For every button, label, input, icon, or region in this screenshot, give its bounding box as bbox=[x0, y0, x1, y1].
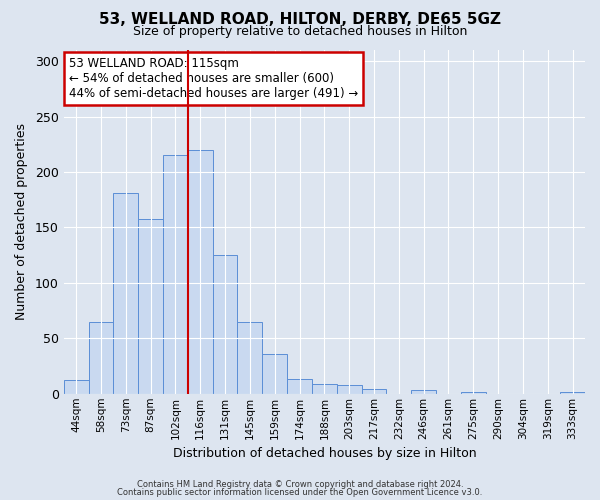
Bar bbox=[262, 354, 287, 394]
Bar bbox=[212, 255, 238, 394]
Bar bbox=[337, 385, 362, 394]
Bar bbox=[238, 322, 262, 394]
Text: Contains public sector information licensed under the Open Government Licence v3: Contains public sector information licen… bbox=[118, 488, 482, 497]
Bar bbox=[411, 390, 436, 394]
Bar bbox=[89, 322, 113, 394]
Bar bbox=[362, 390, 386, 394]
Text: 53 WELLAND ROAD: 115sqm
← 54% of detached houses are smaller (600)
44% of semi-d: 53 WELLAND ROAD: 115sqm ← 54% of detache… bbox=[69, 57, 358, 100]
Bar bbox=[138, 218, 163, 394]
Text: Contains HM Land Registry data © Crown copyright and database right 2024.: Contains HM Land Registry data © Crown c… bbox=[137, 480, 463, 489]
Bar bbox=[461, 392, 486, 394]
Y-axis label: Number of detached properties: Number of detached properties bbox=[15, 124, 28, 320]
Bar bbox=[312, 384, 337, 394]
Bar bbox=[188, 150, 212, 394]
Bar bbox=[64, 380, 89, 394]
Bar bbox=[163, 156, 188, 394]
Bar bbox=[113, 193, 138, 394]
Bar bbox=[560, 392, 585, 394]
X-axis label: Distribution of detached houses by size in Hilton: Distribution of detached houses by size … bbox=[173, 447, 476, 460]
Bar bbox=[287, 380, 312, 394]
Text: Size of property relative to detached houses in Hilton: Size of property relative to detached ho… bbox=[133, 25, 467, 38]
Text: 53, WELLAND ROAD, HILTON, DERBY, DE65 5GZ: 53, WELLAND ROAD, HILTON, DERBY, DE65 5G… bbox=[99, 12, 501, 28]
